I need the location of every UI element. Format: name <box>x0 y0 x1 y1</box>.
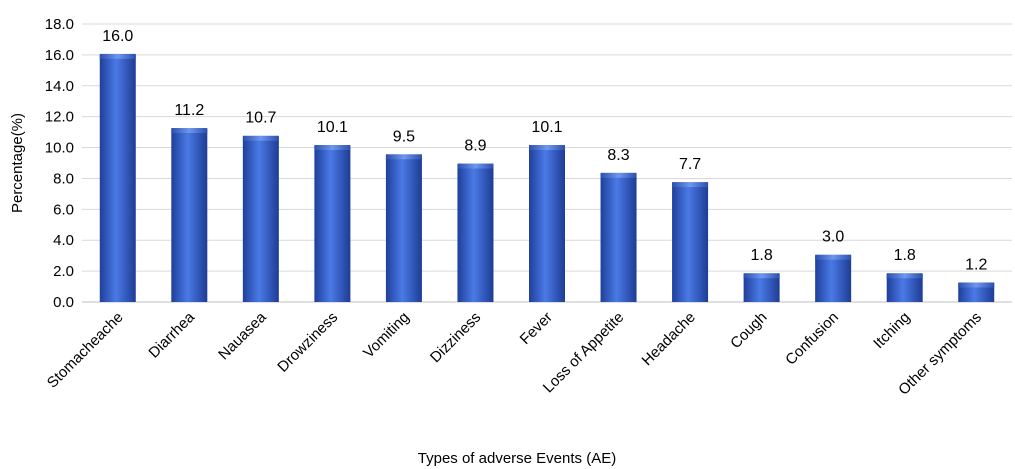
data-label: 10.7 <box>245 110 276 127</box>
bar <box>815 254 852 302</box>
bar-cap <box>958 282 995 288</box>
x-tick-label: Dizziness <box>427 309 484 366</box>
bar <box>958 282 995 302</box>
bar-body <box>743 274 780 302</box>
x-tick-label: Drowziness <box>274 309 341 376</box>
y-tick-label: 6.0 <box>53 201 74 218</box>
y-tick-label: 16.0 <box>45 47 74 64</box>
y-tick-label: 12.0 <box>45 109 74 126</box>
bar-cap <box>815 254 852 260</box>
y-tick-label: 8.0 <box>53 170 74 187</box>
bar-cap <box>886 273 923 279</box>
data-labels: 16.0 11.2 10.7 10.1 9.5 8.9 10.1 8.3 7.7 1.8 3.0 1.… <box>102 28 987 274</box>
x-tick-label: Stomacheache <box>44 309 127 392</box>
bar-cap <box>171 128 208 134</box>
bar-cap <box>529 145 565 151</box>
bar <box>672 182 709 302</box>
data-label: 16.0 <box>102 28 133 45</box>
bar <box>529 145 565 302</box>
bar <box>743 273 780 302</box>
data-label: 8.9 <box>464 138 486 155</box>
x-tick-label: Cough <box>727 309 770 352</box>
data-label: 10.1 <box>531 119 562 136</box>
bar-body <box>99 54 136 303</box>
bar-body <box>815 255 852 302</box>
bar <box>99 53 136 303</box>
data-label: 1.2 <box>965 256 987 273</box>
bar-body <box>672 183 709 302</box>
y-tick-label: 10.0 <box>45 140 74 157</box>
bar-body <box>385 155 422 302</box>
data-label: 9.5 <box>393 128 415 145</box>
bar-cap <box>743 273 780 279</box>
x-tick-label: Vomiting <box>360 309 413 362</box>
x-tick-label: Nauasea <box>215 308 270 363</box>
bar-body <box>171 129 208 302</box>
y-tick-label: 0.0 <box>53 294 74 311</box>
bar <box>314 145 351 302</box>
bar-cap <box>99 53 136 59</box>
bar <box>457 163 494 302</box>
bar <box>600 172 637 302</box>
data-label: 1.8 <box>894 247 916 264</box>
bar-cap <box>314 145 351 151</box>
bar-body <box>457 164 494 302</box>
data-label: 3.0 <box>822 229 844 246</box>
bar <box>242 135 279 302</box>
x-axis-title: Types of adverse Events (AE) <box>418 450 616 467</box>
bar-body <box>600 173 637 302</box>
x-tick-label: Diarrhea <box>145 308 198 361</box>
bar <box>886 273 923 302</box>
x-tick-label: Itching <box>870 309 913 352</box>
data-label: 7.7 <box>679 156 701 173</box>
x-axis-categories: Stomacheache Diarrhea Nauasea Drowziness Vom… <box>44 308 985 398</box>
x-tick-label: Fever <box>517 309 556 348</box>
bar <box>171 128 208 302</box>
y-axis-title: Percentage(%) <box>9 113 26 213</box>
x-tick-label: Confusion <box>782 309 842 369</box>
bar-body <box>886 274 923 302</box>
bar-body <box>242 136 279 302</box>
bar-cap <box>600 172 637 178</box>
y-tick-label: 18.0 <box>45 16 74 33</box>
y-tick-label: 14.0 <box>45 78 74 95</box>
data-label: 1.8 <box>750 247 772 264</box>
bar-cap <box>242 135 279 141</box>
y-axis-ticks: 0.0 2.0 4.0 6.0 8.0 10.0 12.0 14.0 16.0 18.0 <box>45 16 74 311</box>
bar-body <box>314 146 351 302</box>
bar-body <box>529 146 565 302</box>
y-tick-label: 2.0 <box>53 263 74 280</box>
y-tick-label: 4.0 <box>53 232 74 249</box>
x-tick-label: Headache <box>639 309 699 369</box>
data-label: 11.2 <box>174 102 204 119</box>
bar-body <box>958 283 995 302</box>
bar-cap <box>385 154 422 160</box>
bar <box>385 154 422 302</box>
bar-cap <box>457 163 494 169</box>
bars <box>99 53 995 303</box>
data-label: 8.3 <box>607 147 629 164</box>
data-label: 10.1 <box>317 119 348 136</box>
bar-cap <box>672 182 709 188</box>
